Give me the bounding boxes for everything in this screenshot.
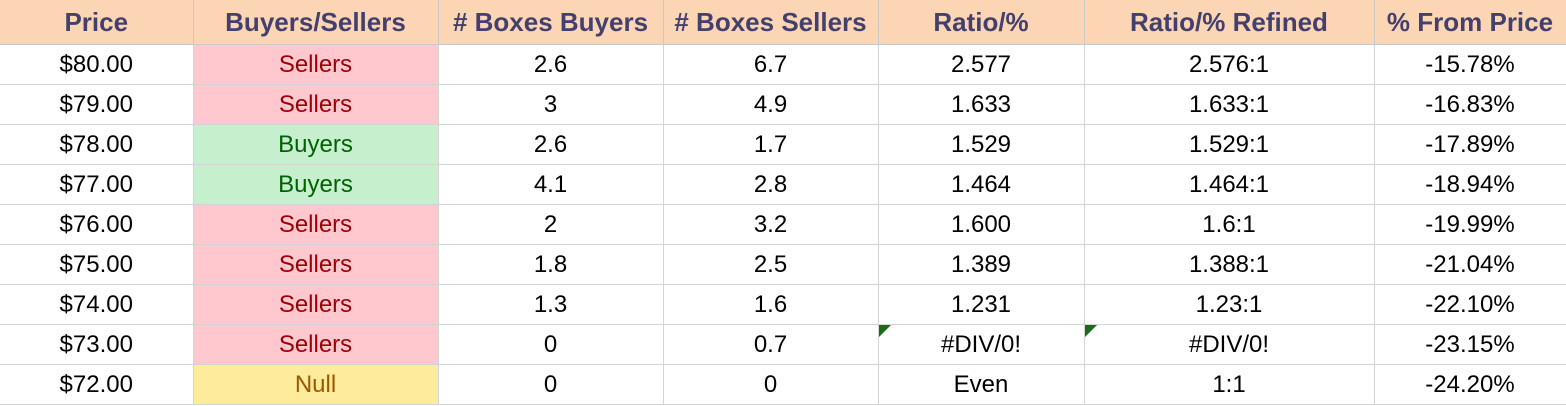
boxes-sellers-cell[interactable]: 2.5 <box>663 244 879 285</box>
ratio-cell[interactable]: 1.633 <box>878 84 1085 125</box>
header-ratio-refined[interactable]: Ratio/% Refined <box>1084 0 1375 45</box>
price-cell[interactable]: $80.00 <box>0 44 194 85</box>
buyers-sellers-cell[interactable]: Null <box>193 364 439 405</box>
header-from-price[interactable]: % From Price <box>1374 0 1566 45</box>
table-row: $77.00 Buyers 4.1 2.8 1.464 1.464:1 -18.94% <box>0 164 1566 205</box>
table-row: $76.00 Sellers 2 3.2 1.600 1.6:1 -19.99% <box>0 204 1566 245</box>
boxes-sellers-cell[interactable]: 2.8 <box>663 164 879 205</box>
boxes-buyers-cell[interactable]: 1.3 <box>438 284 664 325</box>
buyers-sellers-cell[interactable]: Sellers <box>193 284 439 325</box>
header-ratio[interactable]: Ratio/% <box>878 0 1085 45</box>
table-row: $72.00 Null 0 0 Even 1:1 -24.20% <box>0 364 1566 405</box>
from-price-cell[interactable]: -17.89% <box>1374 124 1566 165</box>
buyers-sellers-cell[interactable]: Buyers <box>193 164 439 205</box>
from-price-cell[interactable]: -18.94% <box>1374 164 1566 205</box>
ratio-cell[interactable]: 1.464 <box>878 164 1085 205</box>
boxes-sellers-cell[interactable]: 3.2 <box>663 204 879 245</box>
boxes-sellers-cell[interactable]: 1.7 <box>663 124 879 165</box>
price-cell[interactable]: $77.00 <box>0 164 194 205</box>
buyers-sellers-cell[interactable]: Sellers <box>193 204 439 245</box>
ratio-refined-cell[interactable]: 2.576:1 <box>1084 44 1375 85</box>
ratio-cell[interactable]: Even <box>878 364 1085 405</box>
table-body: $80.00 Sellers 2.6 6.7 2.577 2.576:1 -15.78% $7… <box>0 44 1566 405</box>
ratio-cell[interactable]: 1.231 <box>878 284 1085 325</box>
buyers-sellers-cell[interactable]: Sellers <box>193 244 439 285</box>
boxes-buyers-cell[interactable]: 2 <box>438 204 664 245</box>
ratio-refined-cell[interactable]: 1.6:1 <box>1084 204 1375 245</box>
table-row: $80.00 Sellers 2.6 6.7 2.577 2.576:1 -15.78% <box>0 44 1566 85</box>
table-row: $74.00 Sellers 1.3 1.6 1.231 1.23:1 -22.10% <box>0 284 1566 325</box>
buyers-sellers-cell[interactable]: Sellers <box>193 324 439 365</box>
buyers-sellers-cell[interactable]: Buyers <box>193 124 439 165</box>
boxes-buyers-cell[interactable]: 0 <box>438 364 664 405</box>
error-indicator-icon[interactable] <box>1084 325 1097 337</box>
table-row: $79.00 Sellers 3 4.9 1.633 1.633:1 -16.83% <box>0 84 1566 125</box>
ratio-cell[interactable]: 1.600 <box>878 204 1085 245</box>
from-price-cell[interactable]: -23.15% <box>1374 324 1566 365</box>
header-boxes-sellers[interactable]: # Boxes Sellers <box>663 0 879 45</box>
buyers-sellers-cell[interactable]: Sellers <box>193 44 439 85</box>
ratio-refined-cell[interactable]: 1.23:1 <box>1084 284 1375 325</box>
price-cell[interactable]: $72.00 <box>0 364 194 405</box>
boxes-buyers-cell[interactable]: 2.6 <box>438 44 664 85</box>
table-row: $78.00 Buyers 2.6 1.7 1.529 1.529:1 -17.89% <box>0 124 1566 165</box>
from-price-cell[interactable]: -15.78% <box>1374 44 1566 85</box>
price-cell[interactable]: $78.00 <box>0 124 194 165</box>
ratio-cell[interactable]: #DIV/0! <box>878 324 1085 365</box>
price-cell[interactable]: $76.00 <box>0 204 194 245</box>
ratio-refined-cell[interactable]: 1:1 <box>1084 364 1375 405</box>
from-price-cell[interactable]: -21.04% <box>1374 244 1566 285</box>
ratio-refined-cell[interactable]: 1.464:1 <box>1084 164 1375 205</box>
ratio-cell[interactable]: 1.389 <box>878 244 1085 285</box>
boxes-sellers-cell[interactable]: 1.6 <box>663 284 879 325</box>
ratio-refined-cell[interactable]: #DIV/0! <box>1084 324 1375 365</box>
ratio-refined-cell[interactable]: 1.529:1 <box>1084 124 1375 165</box>
boxes-buyers-cell[interactable]: 4.1 <box>438 164 664 205</box>
from-price-cell[interactable]: -19.99% <box>1374 204 1566 245</box>
boxes-sellers-cell[interactable]: 6.7 <box>663 44 879 85</box>
ratio-cell[interactable]: 2.577 <box>878 44 1085 85</box>
header-price[interactable]: Price <box>0 0 194 45</box>
boxes-buyers-cell[interactable]: 1.8 <box>438 244 664 285</box>
header-boxes-buyers[interactable]: # Boxes Buyers <box>438 0 664 45</box>
boxes-sellers-cell[interactable]: 4.9 <box>663 84 879 125</box>
price-cell[interactable]: $75.00 <box>0 244 194 285</box>
ratio-cell[interactable]: 1.529 <box>878 124 1085 165</box>
buyers-sellers-cell[interactable]: Sellers <box>193 84 439 125</box>
table-row: $73.00 Sellers 0 0.7 #DIV/0! #DIV/0! -23.15% <box>0 324 1566 365</box>
price-cell[interactable]: $74.00 <box>0 284 194 325</box>
boxes-sellers-cell[interactable]: 0.7 <box>663 324 879 365</box>
error-indicator-icon[interactable] <box>878 325 891 337</box>
ratio-refined-cell[interactable]: 1.388:1 <box>1084 244 1375 285</box>
ratio-refined-cell[interactable]: 1.633:1 <box>1084 84 1375 125</box>
from-price-cell[interactable]: -24.20% <box>1374 364 1566 405</box>
from-price-cell[interactable]: -16.83% <box>1374 84 1566 125</box>
from-price-cell[interactable]: -22.10% <box>1374 284 1566 325</box>
boxes-buyers-cell[interactable]: 2.6 <box>438 124 664 165</box>
header-row: Price Buyers/Sellers # Boxes Buyers # Bo… <box>0 0 1566 45</box>
boxes-sellers-cell[interactable]: 0 <box>663 364 879 405</box>
table-row: $75.00 Sellers 1.8 2.5 1.389 1.388:1 -21.04% <box>0 244 1566 285</box>
header-buyers-sellers[interactable]: Buyers/Sellers <box>193 0 439 45</box>
boxes-buyers-cell[interactable]: 3 <box>438 84 664 125</box>
boxes-buyers-cell[interactable]: 0 <box>438 324 664 365</box>
price-cell[interactable]: $73.00 <box>0 324 194 365</box>
price-cell[interactable]: $79.00 <box>0 84 194 125</box>
